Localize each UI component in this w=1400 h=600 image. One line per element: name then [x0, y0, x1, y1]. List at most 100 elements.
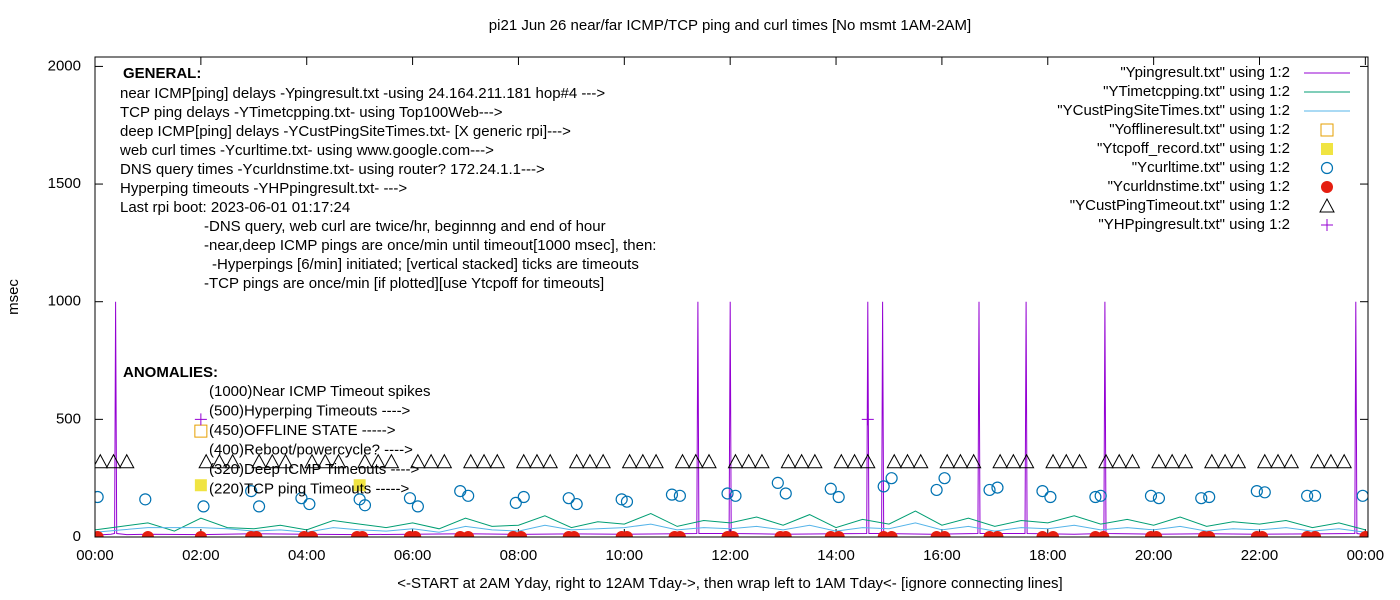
- timeout-point: [1018, 453, 1035, 469]
- x-tick-label: 16:00: [923, 547, 961, 564]
- timeout-point: [1256, 453, 1273, 469]
- timeout-point: [330, 453, 347, 469]
- curl-point: [983, 483, 996, 497]
- timeout-point: [939, 453, 956, 469]
- curl-point: [562, 492, 575, 505]
- timeout-point: [1071, 453, 1088, 469]
- curl-point: [1195, 492, 1208, 505]
- timeout-point: [370, 453, 387, 469]
- timeout-point: [462, 453, 479, 469]
- x-tick-label: 06:00: [394, 547, 432, 564]
- dns-point: [1321, 181, 1333, 193]
- x-tick-label: 00:00: [76, 547, 114, 564]
- timeout-point: [1045, 453, 1061, 469]
- timeout-point: [1124, 453, 1141, 469]
- curl-point: [1044, 490, 1057, 504]
- timeout-point: [780, 453, 797, 469]
- timeout-point: [1058, 453, 1075, 469]
- curl-point: [95, 490, 104, 504]
- annotation: (500)Hyperping Timeouts ---->: [209, 402, 411, 419]
- timeout-point: [740, 453, 757, 469]
- annotation: Hyperping timeouts -YHPpingresult.txt- -…: [120, 180, 407, 197]
- annotation: -DNS query, web curl are twice/hr, begin…: [204, 218, 606, 235]
- legend-label: "Ycurldnstime.txt" using 1:2: [1108, 178, 1290, 195]
- timeout-point: [754, 453, 770, 469]
- x-tick-label: 12:00: [711, 547, 749, 564]
- curl-point: [462, 489, 475, 502]
- curl-point: [139, 493, 152, 506]
- curl-point: [1258, 486, 1271, 499]
- dns-point: [194, 531, 207, 537]
- x-tick-label: 18:00: [1029, 547, 1067, 564]
- x-axis-label: <-START at 2AM Yday, right to 12AM Tday-…: [397, 575, 1062, 592]
- timeout-point: [489, 453, 506, 469]
- annotation: (320)Deep ICMP Timeouts ---->: [209, 461, 419, 478]
- legend-label: "Ytcpoff_record.txt" using 1:2: [1097, 140, 1290, 157]
- annotation: (1000)Near ICMP Timeout spikes: [209, 383, 430, 400]
- timeout-point: [515, 453, 532, 469]
- timeout-point: [846, 453, 863, 469]
- annotation: -near,deep ICMP pings are once/min until…: [204, 237, 656, 254]
- timeout-point: [423, 453, 439, 469]
- x-tick-label: 10:00: [606, 547, 644, 564]
- hyperping-point: [861, 413, 874, 426]
- legend-label: "YCustPingTimeout.txt" using 1:2: [1070, 197, 1290, 214]
- annotation: (220)TCP ping Timeouts ----->: [209, 480, 409, 497]
- curl-point: [1250, 485, 1263, 498]
- timeout-point: [211, 453, 228, 469]
- dns-point: [673, 531, 686, 537]
- dns-point: [938, 531, 951, 537]
- timeout-point: [621, 453, 638, 469]
- legend-label: "YCustPingSiteTimes.txt" using 1:2: [1057, 102, 1290, 119]
- timeout-point: [1283, 453, 1300, 469]
- timeout-point: [595, 453, 611, 469]
- timeout-point: [264, 453, 281, 469]
- annotation: near ICMP[ping] delays -Ypingresult.txt …: [120, 85, 605, 102]
- dns-point: [1047, 531, 1060, 537]
- timeout-point: [317, 453, 334, 469]
- annotation: TCP ping delays -YTimetcpping.txt- using…: [120, 104, 503, 121]
- annotation: DNS query times -Ycurldnstime.txt- using…: [120, 161, 545, 178]
- y-tick-label: 500: [56, 410, 81, 427]
- annotation: web curl times -Ycurltime.txt- using www…: [119, 142, 494, 159]
- curl-point: [411, 500, 424, 513]
- timeout-point: [568, 453, 585, 469]
- chart-title: pi21 Jun 26 near/far ICMP/TCP ping and c…: [489, 17, 971, 34]
- curl-point: [665, 488, 679, 501]
- timeout-point: [304, 453, 320, 469]
- curl-point: [295, 492, 308, 505]
- curl-point: [1152, 492, 1166, 505]
- curl-point: [930, 483, 943, 497]
- timeout-point: [383, 453, 400, 469]
- timeout-point: [952, 453, 969, 469]
- dns-point: [95, 531, 104, 537]
- offline-point: [1320, 123, 1334, 137]
- y-axis-label: msec: [5, 279, 22, 315]
- timeout-point: [1336, 453, 1353, 469]
- timeout-point: [251, 453, 267, 469]
- timeout-point: [198, 453, 214, 469]
- timeout-point: [1323, 453, 1339, 469]
- dns-point: [250, 531, 263, 537]
- y-tick-label: 1500: [48, 175, 81, 192]
- hyperping-point: [194, 413, 207, 426]
- timeout-point: [992, 453, 1008, 469]
- curl-point: [1320, 161, 1334, 175]
- curl-point: [1308, 489, 1322, 502]
- dns-point: [1097, 531, 1110, 537]
- series-line: [95, 510, 1366, 532]
- plot-area: [95, 301, 1368, 537]
- curl-point: [673, 489, 686, 502]
- curl-point: [1356, 489, 1368, 502]
- annotation: Last rpi boot: 2023-06-01 01:17:24: [120, 199, 350, 216]
- timeout-point: [1217, 453, 1233, 469]
- timeout-point: [529, 453, 545, 469]
- x-tick-label: 04:00: [288, 547, 326, 564]
- dns-point: [409, 531, 422, 537]
- dns-point: [462, 531, 475, 537]
- timeout-point: [1005, 453, 1022, 469]
- x-tick-label: 22:00: [1241, 547, 1279, 564]
- timeout-point: [886, 453, 903, 469]
